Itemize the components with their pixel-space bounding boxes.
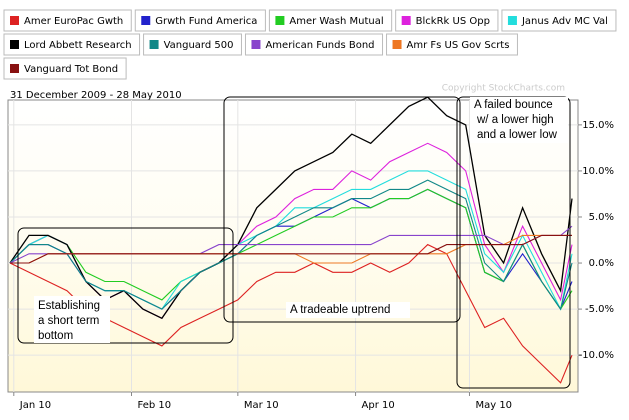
legend-label: Lord Abbett Research xyxy=(24,40,132,51)
legend-swatch xyxy=(149,40,159,49)
y-tick-label: -5.0% xyxy=(585,304,614,315)
x-tick-label: Feb 10 xyxy=(138,400,172,411)
legend-swatch xyxy=(251,40,261,49)
legend-swatch xyxy=(10,16,19,25)
legend-label: Amr Fs US Gov Scrts xyxy=(407,40,510,51)
x-tick-label: Mar 10 xyxy=(244,400,279,411)
y-tick-label: 15.0% xyxy=(582,120,614,131)
legend-item: Vanguard Tot Bond xyxy=(3,57,127,80)
series-line xyxy=(10,234,572,264)
legend-box xyxy=(143,33,242,56)
legend-item: Janus Adv MC Val xyxy=(501,9,617,32)
legend-box xyxy=(244,33,384,56)
legend-item: Grwth Fund America xyxy=(134,9,266,32)
legend-label: Vanguard 500 xyxy=(164,40,234,51)
legend-box xyxy=(134,9,266,32)
annotation-background xyxy=(470,97,568,143)
legend-box xyxy=(268,9,393,32)
legend-item: BlckRk US Opp xyxy=(395,9,499,32)
y-tick-label: 10.0% xyxy=(582,166,614,177)
annotation-box xyxy=(17,227,234,344)
legend-label: Vanguard Tot Bond xyxy=(24,64,118,75)
series-line xyxy=(9,188,573,311)
legend-box xyxy=(3,57,127,80)
legend-swatch xyxy=(141,16,151,25)
legend-label: Janus Adv MC Val xyxy=(521,16,608,27)
chart-subtitle: 31 December 2009 - 28 May 2010 xyxy=(10,90,182,101)
legend-swatch xyxy=(507,16,517,25)
y-tick-label: -10.0% xyxy=(579,350,614,361)
x-tick-label: May 10 xyxy=(475,400,512,411)
annotation-text: a short term xyxy=(38,315,99,327)
legend-item: Amer EuroPac Gwth xyxy=(3,9,132,32)
annotation-text: bottom xyxy=(38,330,73,342)
grid: 15.0% 10.0% 5.0% 0.0% -5.0% -10.0% Jan 10 Feb 1… xyxy=(8,100,614,411)
legend-box xyxy=(386,33,518,56)
x-tick-label: Apr 10 xyxy=(362,400,395,411)
legend-box xyxy=(3,33,141,56)
annotation-text: Establishing xyxy=(38,300,100,312)
legend-swatch xyxy=(10,40,19,49)
legend-item: Lord Abbett Research xyxy=(3,33,141,56)
annotation-text: w/ a lower high xyxy=(476,114,554,126)
annotation-background xyxy=(34,296,110,343)
legend-label: Amer Wash Mutual xyxy=(289,16,383,27)
legend: Amer EuroPac Gwth Grwth Fund America Amer … xyxy=(3,9,617,80)
legend-item: Vanguard 500 xyxy=(143,33,242,56)
annotation-text: and a lower low xyxy=(477,129,558,141)
legend-label: Grwth Fund America xyxy=(155,16,257,27)
annotation-text: A failed bounce xyxy=(474,99,553,111)
legend-item: American Funds Bond xyxy=(244,33,384,56)
x-tick-label: Jan 10 xyxy=(19,400,51,411)
y-tick-label: 5.0% xyxy=(589,212,614,223)
annotations: Establishing a short term bottom A trade… xyxy=(17,96,571,389)
annotation-background xyxy=(286,302,410,318)
series-line xyxy=(9,179,573,311)
legend-box xyxy=(3,9,132,32)
legend-label: BlckRk US Opp xyxy=(416,16,490,27)
y-tick-label: 0.0% xyxy=(589,258,614,269)
annotation-text: A tradeable uptrend xyxy=(290,304,390,316)
legend-item: Amr Fs US Gov Scrts xyxy=(386,33,518,56)
legend-box xyxy=(501,9,617,32)
legend-swatch xyxy=(10,64,19,73)
copyright: Copyright StockCharts.com xyxy=(442,84,565,94)
legend-swatch xyxy=(392,40,402,49)
legend-box xyxy=(395,9,499,32)
legend-label: American Funds Bond xyxy=(265,40,374,51)
legend-label: Amer EuroPac Gwth xyxy=(24,16,123,27)
legend-item: Amer Wash Mutual xyxy=(268,9,393,32)
legend-swatch xyxy=(401,16,411,25)
legend-swatch xyxy=(275,16,285,25)
annotation-box xyxy=(223,96,461,323)
